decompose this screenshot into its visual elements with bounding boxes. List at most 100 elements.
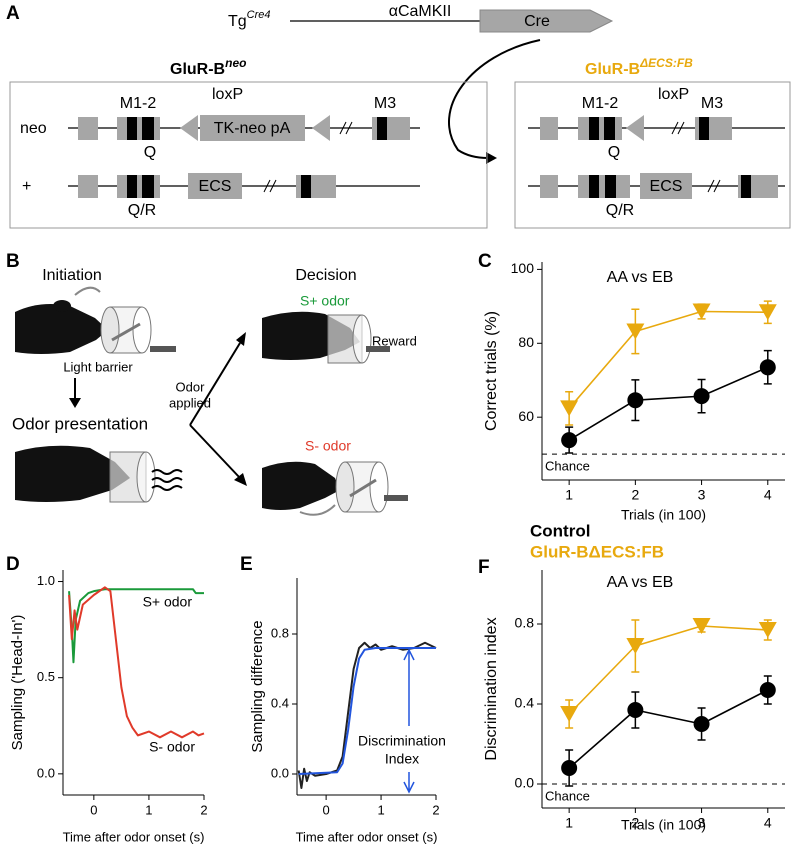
x-tick-label: 4	[764, 487, 772, 503]
exon-segment	[741, 175, 751, 198]
mouse	[262, 461, 340, 510]
x-tick-label: 2	[631, 487, 639, 503]
qr-label: Q/R	[606, 202, 634, 219]
chance-label: Chance	[545, 459, 590, 474]
panel-label: C	[478, 251, 492, 272]
x-tick-label: 0	[90, 802, 97, 817]
y-tick-label: 60	[518, 408, 534, 424]
marker	[627, 392, 644, 409]
break-mark	[707, 179, 721, 193]
tkneo-cassette	[200, 115, 305, 141]
left-title-main: GluR-B	[170, 61, 225, 78]
light-barrier-label: Light barrier	[63, 359, 133, 374]
exon-segment	[589, 117, 599, 140]
arrow-head	[234, 473, 247, 486]
transgene: Tg	[228, 13, 247, 30]
series-line	[568, 625, 768, 715]
loxp-label: loxP	[658, 86, 689, 103]
motion-arrow	[299, 504, 336, 516]
exon-segment	[605, 175, 616, 198]
odor-applied-label: applied	[169, 395, 211, 410]
series-label: S- odor	[149, 739, 195, 755]
y-tick-label: 0.0	[271, 765, 289, 780]
water-spout	[150, 346, 176, 352]
x-tick-label: 1	[565, 815, 573, 831]
qr-label: Q/R	[128, 202, 156, 219]
ecs-label: ECS	[650, 178, 683, 195]
x-axis-label: Trials (in 100)	[621, 507, 706, 523]
x-tick-label: 2	[200, 802, 207, 817]
tkneo-label: TK-neo pA	[214, 120, 291, 137]
marker	[626, 323, 645, 340]
panel-a: A TgCre4 αCaMKII Cre GluR-Bneo neo + M1-…	[6, 3, 791, 229]
x-axis-label: Time after odor onset (s)	[63, 829, 205, 844]
x-tick-label: 1	[377, 802, 384, 817]
x-tick-label: 3	[698, 487, 706, 503]
odor-port-rim	[100, 306, 120, 354]
s-plus-label: S+ odor	[300, 293, 350, 309]
y-axis-label: Correct trials (%)	[483, 311, 500, 431]
stage-label: Decision	[295, 267, 356, 284]
y-tick-label: 0.8	[515, 615, 535, 631]
marker	[627, 702, 644, 718]
odor-port-rim	[335, 461, 355, 513]
reward-label: Reward	[372, 333, 417, 348]
exon	[78, 117, 98, 140]
marker	[561, 432, 578, 449]
exon-segment	[377, 117, 387, 140]
promoter: αCaMKII	[389, 3, 452, 20]
chart-e: E 0.0 0.4 0.8 0 1 2 Sampling difference Time aft…	[240, 554, 446, 844]
series-line	[298, 647, 436, 775]
y-tick-label: 0.8	[271, 625, 289, 640]
exon-segment	[142, 175, 154, 198]
break-mark	[263, 179, 277, 193]
y-tick-label: 0.0	[515, 775, 535, 791]
q-label: Q	[608, 144, 620, 161]
chart-title: AA vs EB	[607, 574, 674, 591]
y-axis-label: Sampling difference	[249, 620, 266, 752]
break-mark	[671, 121, 685, 135]
marker	[759, 682, 776, 698]
panel-label: B	[6, 251, 20, 272]
arrow-head	[236, 332, 246, 346]
ecs-label: ECS	[199, 178, 232, 195]
marker	[560, 706, 579, 722]
y-tick-label: 1.0	[37, 573, 55, 588]
mouse-ear	[53, 300, 71, 312]
marker	[626, 638, 645, 654]
legend-entry: GluR-BΔECS:FB	[530, 542, 664, 561]
flow-arrow	[189, 424, 241, 479]
legend-entry: Control	[530, 521, 590, 540]
loxp-site	[312, 115, 330, 141]
row-label: +	[22, 178, 31, 195]
m12-label: M1-2	[120, 95, 157, 112]
marker	[692, 303, 711, 320]
right-title-main: GluR-B	[585, 61, 640, 78]
port-tube	[349, 478, 377, 498]
x-tick-label: 0	[323, 802, 330, 817]
series-line	[568, 366, 769, 441]
exon-segment	[699, 117, 709, 140]
row-label: neo	[20, 120, 47, 137]
left-title-sup: neo	[225, 56, 246, 70]
exon-segment	[301, 175, 311, 198]
chart-f: F AA vs EB 0.0 0.4 0.8 1 2 3 4 Discrimination ind…	[478, 521, 785, 833]
flow-arrow	[189, 342, 241, 426]
left-box	[9, 81, 488, 229]
y-axis-label: Sampling ('Head-In')	[9, 615, 26, 751]
chart-d: D 0.0 0.5 1.0 0 1 2 Sampling ('Head-In') Time af…	[6, 554, 208, 844]
m12-label: M1-2	[582, 95, 619, 112]
exon	[78, 175, 98, 198]
marker	[693, 716, 710, 732]
left-title: GluR-Bneo	[170, 56, 246, 78]
x-axis-label: Time after odor onset (s)	[296, 829, 438, 844]
water-spout	[384, 495, 408, 501]
x-tick-label: 2	[432, 802, 439, 817]
odor-port-rim	[132, 306, 152, 354]
y-tick-label: 0.4	[271, 695, 289, 710]
odor-applied-label: Odor	[176, 379, 206, 394]
ecs-box	[188, 173, 242, 199]
series-label: S+ odor	[143, 594, 193, 610]
series-line	[568, 310, 768, 409]
water-spout	[366, 346, 390, 352]
